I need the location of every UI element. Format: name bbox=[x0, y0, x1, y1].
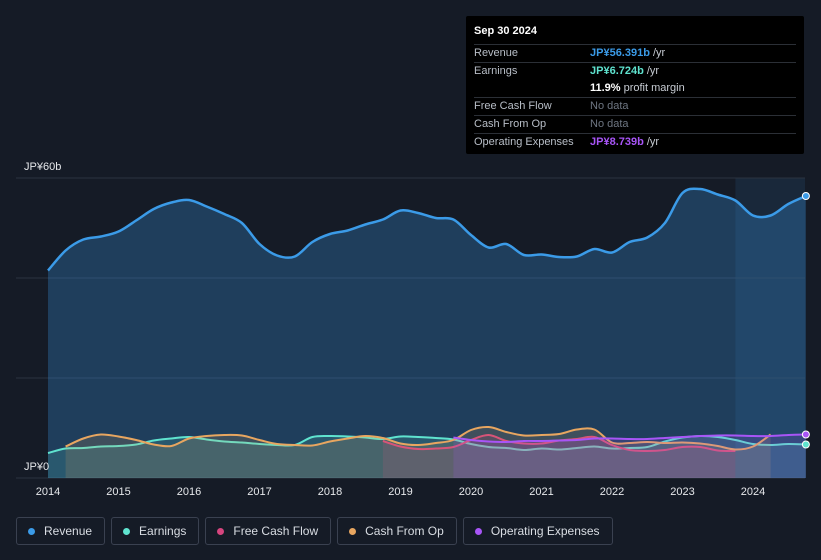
revenue-line bbox=[47, 187, 807, 272]
tooltip-value: JP¥56.391b/yr bbox=[590, 45, 665, 62]
tooltip-label bbox=[474, 80, 590, 97]
legend-label: Free Cash Flow bbox=[233, 524, 319, 538]
x-tick-2024: 2024 bbox=[741, 486, 765, 498]
tooltip-row-fcf: Free Cash Flow No data bbox=[474, 98, 796, 116]
x-tick-2017: 2017 bbox=[247, 486, 271, 498]
earnings-value: JP¥6.724b bbox=[590, 65, 644, 77]
unit: /yr bbox=[646, 65, 660, 77]
operating-expenses-dot-icon bbox=[474, 527, 482, 535]
legend-revenue[interactable]: Revenue bbox=[16, 517, 106, 545]
tooltip-value: 11.9% profit margin bbox=[590, 80, 685, 97]
cfo-value: No data bbox=[590, 118, 629, 130]
y-tick-bottom: JP¥0 bbox=[24, 461, 49, 473]
x-tick-2019: 2019 bbox=[388, 486, 412, 498]
legend-operating-expenses[interactable]: Operating Expenses bbox=[462, 517, 613, 545]
x-tick-2016: 2016 bbox=[177, 486, 201, 498]
legend-free-cash-flow[interactable]: Free Cash Flow bbox=[205, 517, 332, 545]
unit: profit margin bbox=[623, 82, 685, 94]
tooltip-row-revenue: Revenue JP¥56.391b/yr bbox=[474, 45, 796, 63]
tooltip-date: Sep 30 2024 bbox=[474, 24, 796, 45]
legend-label: Earnings bbox=[139, 524, 187, 538]
cash-from-op-area bbox=[65, 426, 771, 478]
tooltip-row-cfo: Cash From Op No data bbox=[474, 116, 796, 134]
x-tick-2020: 2020 bbox=[459, 486, 483, 498]
revenue-area bbox=[48, 188, 806, 479]
operating-expenses-line bbox=[453, 433, 806, 444]
fcf-value: No data bbox=[590, 100, 629, 112]
cash-from-op-line bbox=[65, 425, 772, 451]
tooltip-label: Cash From Op bbox=[474, 118, 547, 130]
free-cash-flow-area bbox=[382, 434, 736, 478]
tooltip-label: Operating Expenses bbox=[474, 136, 574, 148]
cash-from-op-dot-icon bbox=[349, 527, 357, 535]
unit: /yr bbox=[652, 47, 666, 59]
tooltip: Sep 30 2024 Revenue JP¥56.391b/yr Earnin… bbox=[466, 16, 804, 154]
revenue-end-marker bbox=[801, 192, 810, 200]
earnings-dot-icon bbox=[123, 527, 131, 535]
tooltip-value: JP¥6.724b/yr bbox=[590, 63, 659, 80]
legend-label: Operating Expenses bbox=[490, 524, 600, 538]
y-tick-top: JP¥60b bbox=[24, 161, 61, 173]
tooltip-label: Earnings bbox=[474, 65, 518, 77]
x-tick-2023: 2023 bbox=[670, 486, 694, 498]
x-tick-2022: 2022 bbox=[600, 486, 624, 498]
legend-cash-from-op[interactable]: Cash From Op bbox=[337, 517, 457, 545]
legend-label: Revenue bbox=[44, 524, 93, 538]
tooltip-label: Revenue bbox=[474, 47, 519, 59]
free-cash-flow-dot-icon bbox=[217, 527, 225, 535]
revenue-value: JP¥56.391b bbox=[590, 47, 650, 59]
revenue-dot-icon bbox=[28, 527, 35, 535]
tooltip-label: Free Cash Flow bbox=[474, 100, 552, 112]
x-tick-2014: 2014 bbox=[36, 486, 60, 498]
tooltip-row-opex: Operating Expenses JP¥8.739b/yr bbox=[474, 134, 796, 151]
operating-expenses-area bbox=[453, 434, 806, 478]
tooltip-value: JP¥8.739b/yr bbox=[590, 134, 659, 151]
earnings-area bbox=[48, 435, 806, 478]
forecast-shade bbox=[735, 178, 805, 478]
margin-value: 11.9% bbox=[590, 82, 621, 94]
opex-value: JP¥8.739b bbox=[590, 136, 644, 148]
x-tick-2018: 2018 bbox=[318, 486, 342, 498]
legend: Revenue Earnings Free Cash Flow Cash Fro… bbox=[16, 517, 613, 545]
earnings-end-marker bbox=[801, 440, 810, 449]
tooltip-row-earnings: Earnings JP¥6.724b/yr bbox=[474, 63, 796, 80]
legend-label: Cash From Op bbox=[365, 524, 444, 538]
x-tick-2015: 2015 bbox=[106, 486, 130, 498]
unit: /yr bbox=[646, 136, 660, 148]
operating-expenses-end-marker bbox=[801, 430, 810, 439]
tooltip-row-margin: 11.9% profit margin bbox=[474, 80, 796, 98]
x-tick-2021: 2021 bbox=[529, 486, 553, 498]
legend-earnings[interactable]: Earnings bbox=[111, 517, 200, 545]
